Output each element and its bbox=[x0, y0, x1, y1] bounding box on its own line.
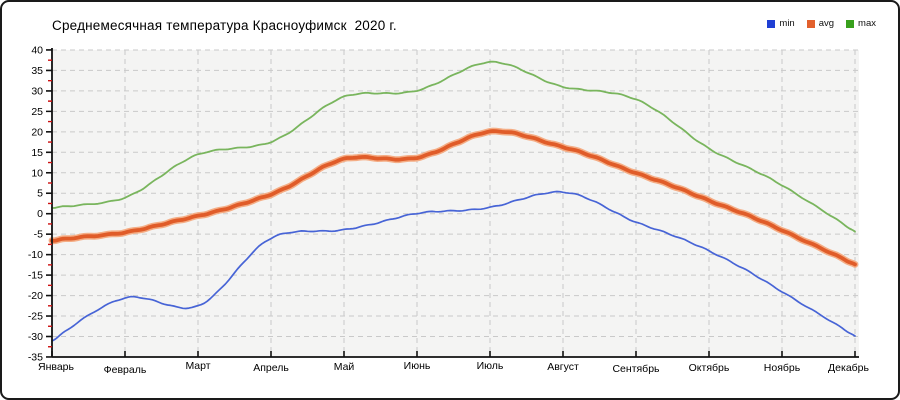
x-tick-label: Декабрь bbox=[828, 362, 869, 374]
series-avg-line bbox=[50, 129, 857, 267]
x-tick-label: Июнь bbox=[404, 360, 431, 372]
legend-label: min bbox=[779, 18, 795, 29]
x-tick-label: Февраль bbox=[104, 364, 147, 376]
y-tick-label: 40 bbox=[31, 44, 43, 56]
series-avg bbox=[48, 127, 859, 268]
y-tick-label: 5 bbox=[37, 188, 43, 200]
y-tick-label: 10 bbox=[31, 167, 43, 179]
legend-swatch-min-icon bbox=[767, 19, 776, 28]
y-tick-label: 30 bbox=[31, 85, 43, 97]
legend-swatch-avg-icon bbox=[806, 19, 815, 28]
x-tick-label: Май bbox=[334, 361, 355, 373]
x-tick-label: Ноябрь bbox=[764, 362, 801, 374]
plot-area bbox=[52, 50, 859, 357]
series-min-line bbox=[51, 190, 856, 342]
y-tick-label: -5 bbox=[34, 229, 43, 241]
chart-title: Среднемесячная температура Красноуфимск … bbox=[52, 18, 397, 33]
y-tick-label: -20 bbox=[28, 290, 43, 302]
x-tick-label: Январь bbox=[38, 361, 75, 373]
y-tick-label: -35 bbox=[28, 351, 43, 363]
x-tick-label: Июль bbox=[477, 360, 504, 372]
legend-item-min: min bbox=[767, 18, 795, 29]
x-tick-label: Апрель bbox=[253, 362, 289, 374]
legend-item-max: max bbox=[846, 18, 876, 29]
legend-label: max bbox=[858, 18, 876, 29]
y-tick-label: 0 bbox=[37, 208, 43, 220]
series-max bbox=[51, 60, 856, 233]
legend: min avg max bbox=[767, 18, 876, 29]
x-tick-label: Март bbox=[185, 360, 210, 372]
x-axis-ticks: Январь Февраль Март Апрель Май Июнь Июль Август… bbox=[38, 351, 870, 376]
x-tick-label: Октябрь bbox=[689, 362, 730, 374]
series-max-line bbox=[51, 60, 856, 233]
y-tick-label: 15 bbox=[31, 147, 43, 159]
legend-label: avg bbox=[818, 18, 835, 29]
y-tick-label: -10 bbox=[28, 249, 43, 261]
y-axis-ticks: -35 -30 -25 -20 -15 -10 -5 0 5 10 15 20 25 30 35 40 bbox=[28, 44, 52, 363]
x-tick-label: Сентябрь bbox=[612, 363, 660, 375]
x-tick-label: Август bbox=[547, 361, 579, 373]
y-tick-label: 20 bbox=[31, 126, 43, 138]
legend-swatch-max-icon bbox=[846, 19, 855, 28]
legend-item-avg: avg bbox=[806, 18, 835, 29]
series-min bbox=[51, 190, 856, 342]
y-tick-label: -15 bbox=[28, 270, 43, 282]
y-tick-label: -30 bbox=[28, 331, 43, 343]
y-tick-label: 25 bbox=[31, 106, 43, 118]
gridlines bbox=[51, 49, 859, 358]
y-tick-label: 35 bbox=[31, 65, 43, 77]
y-tick-label: -25 bbox=[28, 311, 43, 323]
